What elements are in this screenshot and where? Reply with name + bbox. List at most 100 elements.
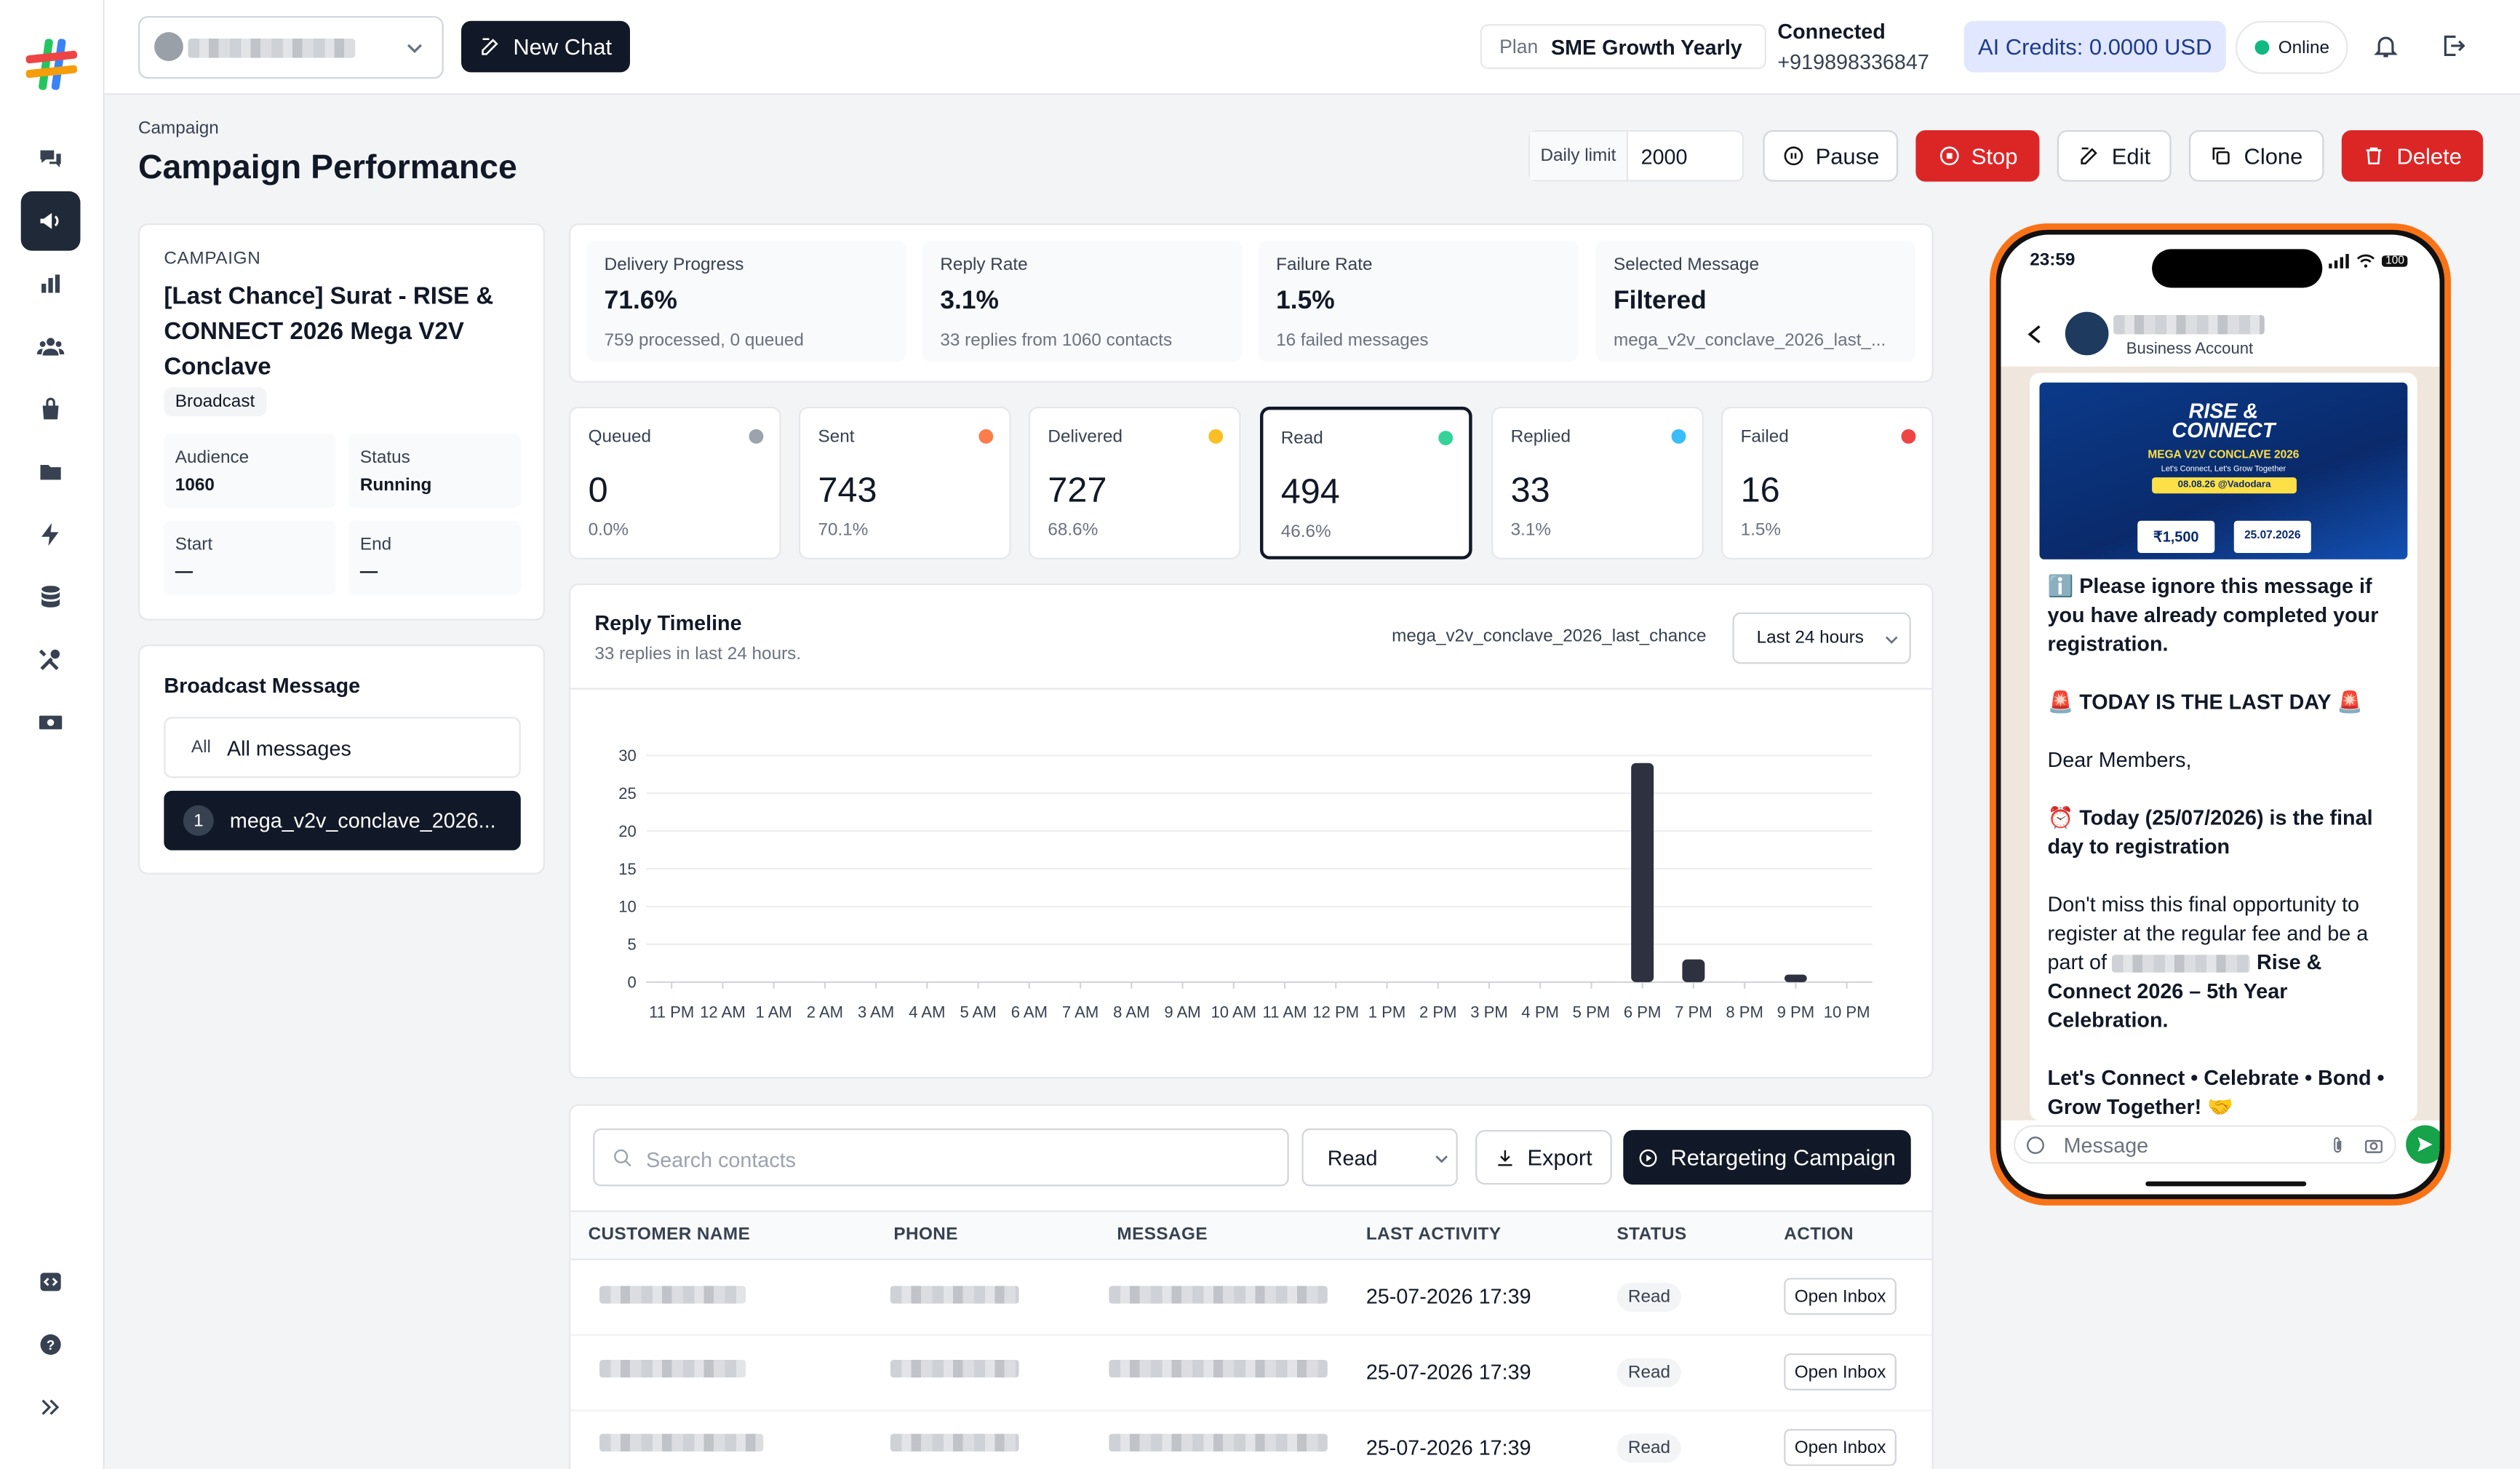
chart-y-tick-label: 0 (628, 974, 637, 992)
stop-label: Stop (1971, 143, 2018, 169)
nav-expand-icon[interactable] (21, 1377, 81, 1437)
nav-billing-icon[interactable] (21, 693, 81, 752)
timeline-title: Reply Timeline (594, 610, 742, 635)
pause-button[interactable]: Pause (1763, 130, 1899, 182)
phone-input-placeholder: Message (2063, 1133, 2149, 1158)
summary-label: Selected Message (1614, 255, 1759, 275)
chart-x-tick-label: 5 AM (960, 1003, 996, 1021)
campaign-name: [Last Chance] Surat - RISE & CONNECT 202… (164, 282, 494, 381)
nav-chats-icon[interactable] (21, 129, 81, 188)
nav-analytics-icon[interactable] (21, 254, 81, 314)
open-inbox-button[interactable]: Open Inbox (1784, 1278, 1897, 1315)
online-status-toggle[interactable]: Online (2235, 20, 2348, 74)
sidebar: ? (0, 0, 105, 1469)
nav-files-icon[interactable] (21, 442, 81, 502)
chart-x-tick-label: 9 PM (1777, 1003, 1815, 1021)
all-messages-label: All messages (227, 735, 351, 760)
status-card-queued[interactable]: Queued 0 0.0% (569, 406, 781, 560)
chart-bar[interactable] (1784, 974, 1807, 982)
status-badge: Read (1616, 1433, 1682, 1463)
broadcast-title: Broadcast Message (164, 673, 361, 698)
end-label: End (359, 535, 392, 555)
message-option-selected[interactable]: 1 mega_v2v_conclave_2026... (164, 790, 521, 851)
chart-x-tick-label: 6 PM (1624, 1003, 1662, 1021)
chart-x-tick-label: 1 PM (1368, 1003, 1406, 1021)
export-button[interactable]: Export (1475, 1130, 1612, 1185)
timeline-subtitle: 33 replies in last 24 hours. (594, 644, 802, 664)
banner-valid-till: 25.07.2026 (2233, 520, 2311, 553)
status-card-percent: 3.1% (1510, 520, 1552, 541)
stop-button[interactable]: Stop (1915, 130, 2040, 182)
search-contacts-input[interactable]: Search contacts (593, 1128, 1289, 1187)
phone-message-input[interactable]: Message (2014, 1125, 2396, 1164)
status-card-value: 16 (1740, 469, 1780, 510)
message-redacted (1109, 1433, 1328, 1452)
nav-shop-icon[interactable] (21, 379, 81, 439)
nav-automation-icon[interactable] (21, 505, 81, 565)
send-icon (2417, 1137, 2433, 1152)
timeline-range-select[interactable]: Last 24 hours (1732, 612, 1911, 664)
status-dot-icon (1901, 429, 1916, 444)
workspace-select[interactable] (137, 16, 444, 79)
nav-help-icon[interactable]: ? (21, 1315, 81, 1374)
status-card-replied[interactable]: Replied 33 3.1% (1491, 406, 1704, 560)
column-header: CUSTOMER NAME (588, 1225, 751, 1244)
reply-timeline-chart: 0 5 10 15 20 25 30 11 PM 12 AM 1 AM 2 AM 3 AM 4 AM 5 … (618, 747, 1873, 1021)
summary-value: Filtered (1614, 287, 1707, 316)
start-box: Start — (164, 520, 336, 595)
message-note: ℹ️ Please ignore this message if you hav… (2047, 573, 2379, 656)
attachment-icon (2334, 1136, 2342, 1153)
summary-failure-rate: Failure Rate 1.5% 16 failed messages (1258, 241, 1579, 362)
chart-y-tick-label: 10 (618, 898, 637, 916)
row-divider (570, 1334, 1932, 1336)
delete-button[interactable]: Delete (2341, 130, 2484, 182)
sticker-icon (2026, 1136, 2044, 1155)
status-card-failed[interactable]: Failed 16 1.5% (1721, 406, 1934, 560)
row-divider (570, 1409, 1932, 1412)
nav-campaigns-icon[interactable] (20, 191, 81, 251)
svg-text:?: ? (47, 1337, 55, 1353)
logout-icon[interactable] (2440, 32, 2468, 60)
wifi-icon (2357, 254, 2375, 268)
status-card-delivered[interactable]: Delivered 727 68.6% (1028, 406, 1241, 560)
status-card-label: Queued (588, 427, 652, 447)
chart-y-tick-label: 30 (618, 747, 637, 765)
all-messages-option[interactable]: All All messages (164, 717, 521, 779)
chart-x-tick-label: 1 AM (756, 1003, 792, 1021)
summary-selected-message: Selected Message Filtered mega_v2v_concl… (1595, 241, 1916, 362)
timeline-template-name: mega_v2v_conclave_2026_last_chance (1392, 626, 1707, 647)
send-button[interactable] (2406, 1125, 2440, 1164)
status-card-sent[interactable]: Sent 743 70.1% (798, 406, 1011, 560)
chart-x-tick-label: 2 AM (807, 1003, 843, 1021)
chart-y-tick-label: 20 (618, 822, 637, 840)
chart-bar[interactable] (1682, 959, 1705, 982)
retargeting-campaign-button[interactable]: Retargeting Campaign (1623, 1130, 1911, 1185)
status-card-read[interactable]: Read 494 46.6% (1260, 406, 1472, 560)
plan-value: SME Growth Yearly (1550, 34, 1742, 59)
chart-bar[interactable] (1631, 763, 1654, 982)
status-card-value: 494 (1280, 471, 1340, 511)
bell-icon[interactable] (2372, 32, 2400, 60)
nav-contacts-icon[interactable] (21, 317, 81, 376)
status-filter-select[interactable]: Read (1301, 1128, 1458, 1187)
new-chat-button[interactable]: New Chat (461, 20, 631, 73)
open-inbox-button[interactable]: Open Inbox (1784, 1428, 1897, 1466)
open-inbox-button[interactable]: Open Inbox (1784, 1353, 1897, 1390)
nav-developer-icon[interactable] (21, 1252, 81, 1312)
nav-database-icon[interactable] (21, 568, 81, 627)
status-dot-icon (1671, 429, 1686, 444)
battery-icon: 100 (2382, 255, 2408, 267)
clone-button[interactable]: Clone (2188, 130, 2324, 182)
status-card-percent: 68.6% (1048, 520, 1098, 541)
app-logo-icon[interactable] (23, 36, 81, 94)
back-arrow-icon[interactable] (2027, 325, 2043, 344)
status-filter-value: Read (1327, 1145, 1378, 1170)
status-dot-icon (749, 429, 764, 444)
banner-title-2: CONNECT (2172, 418, 2276, 442)
top-bar: New Chat Plan SME Growth Yearly Connecte… (104, 0, 2520, 95)
edit-button[interactable]: Edit (2057, 130, 2172, 182)
daily-limit-input[interactable]: 2000 (1640, 144, 1688, 169)
nav-tools-icon[interactable] (21, 630, 81, 690)
breadcrumb[interactable]: Campaign (137, 119, 219, 138)
message-final-day: ⏰ Today (25/07/2026) is the final day to… (2047, 805, 2373, 859)
